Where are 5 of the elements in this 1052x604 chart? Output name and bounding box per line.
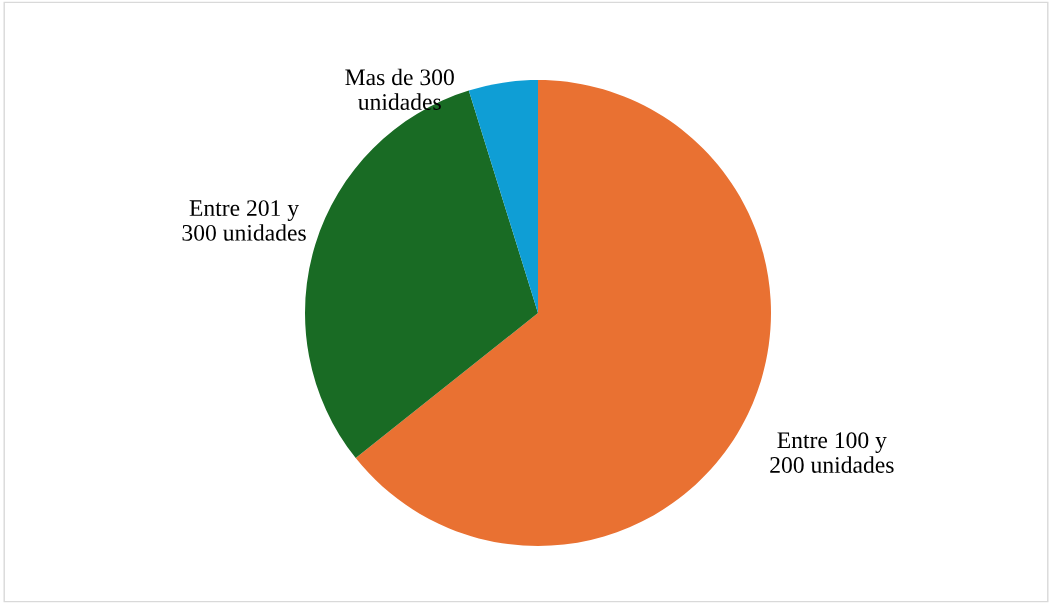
slice-label: Entre 201 y 300 unidades	[182, 200, 306, 241]
pie-slice	[468, 80, 538, 313]
slice-label: Entre 100 y 200 unidades	[770, 432, 894, 473]
slice-label: Mas de 300 unidades	[345, 68, 454, 110]
pie-slice	[305, 90, 538, 459]
